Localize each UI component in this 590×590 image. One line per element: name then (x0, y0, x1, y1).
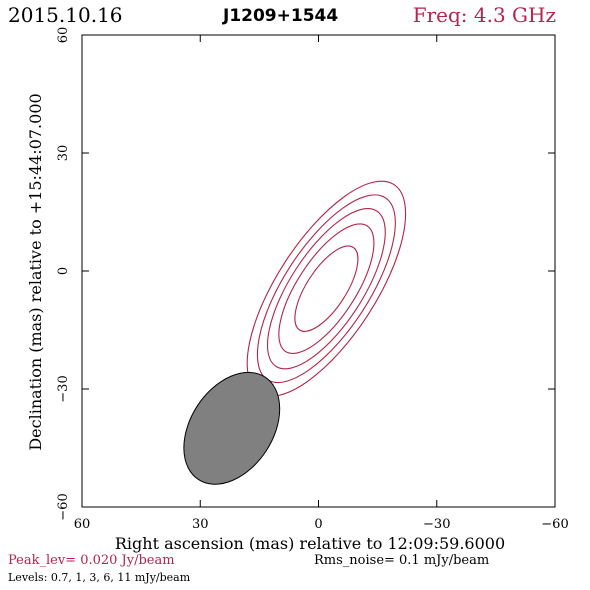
x-tick-labels: 60 30 0 −30 −60 (74, 517, 569, 532)
x-axis-label: Right ascension (mas) relative to 12:09:… (115, 534, 505, 553)
plot-frame (81, 34, 556, 508)
x-tick-label: 30 (192, 517, 209, 532)
y-tick-label: 30 (56, 145, 71, 162)
contour-line (294, 245, 359, 332)
epoch-date: 2015.10.16 (8, 3, 123, 27)
y-tick-label: 0 (56, 267, 71, 275)
peak-level: Peak_lev= 0.020 Jy/beam (8, 553, 175, 568)
y-tick-label: −30 (56, 375, 71, 402)
x-tick-label: −60 (541, 517, 568, 532)
frequency-label: Freq: 4.3 GHz (412, 3, 556, 27)
y-axis-label: Declination (mas) relative to +15:44:07.… (26, 93, 45, 450)
contour-levels: Levels: 0.7, 1, 3, 6, 11 mJy/beam (8, 571, 191, 584)
beam-ellipse (183, 371, 281, 485)
y-tick-label: −60 (56, 493, 71, 520)
contour-line (266, 208, 386, 370)
contour-line (278, 223, 375, 355)
beam-group (183, 371, 281, 485)
x-tick-label: −30 (423, 517, 450, 532)
x-tick-label: 60 (74, 517, 91, 532)
contour-line (256, 194, 396, 384)
x-tick-label: 0 (314, 517, 322, 532)
y-tick-label: 60 (56, 27, 71, 44)
source-name: J1209+1544 (223, 6, 339, 26)
axis-ticks (81, 34, 556, 508)
rms-noise: Rms_noise= 0.1 mJy/beam (314, 553, 490, 568)
y-tick-labels: −60 −30 0 30 60 (56, 27, 71, 521)
